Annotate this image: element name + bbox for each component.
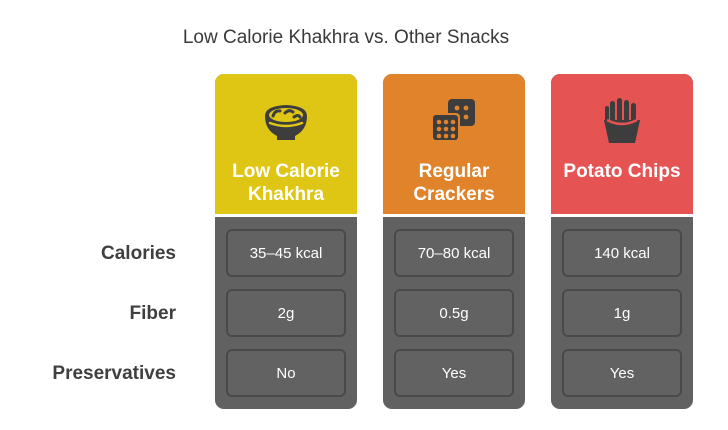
value-cell-preservatives: Yes [562, 349, 682, 397]
value-cell-fiber: 2g [226, 289, 346, 337]
row-label-fiber: Fiber [130, 303, 176, 325]
column-header: Low Calorie Khakhra [215, 74, 357, 217]
column-name: Potato Chips [555, 160, 689, 183]
fries-icon [597, 96, 647, 146]
column-header: Potato Chips [551, 74, 693, 217]
value-cell-preservatives: Yes [394, 349, 514, 397]
snack-bowl-icon [261, 96, 311, 146]
value-cell-calories: 140 kcal [562, 229, 682, 277]
column-name-line-1: Regular [387, 160, 521, 183]
column-header: Regular Crackers [383, 74, 525, 217]
column-name-line-1: Low Calorie [219, 160, 353, 183]
diagram-title: Low Calorie Khakhra vs. Other Snacks [0, 27, 692, 49]
column-potato-chips: Potato Chips 140 kcal 1g Yes [551, 74, 693, 409]
column-name: Regular Crackers [387, 160, 521, 206]
value-cell-calories: 35–45 kcal [226, 229, 346, 277]
value-cell-preservatives: No [226, 349, 346, 397]
crackers-icon [429, 96, 479, 146]
column-name-line-2: Khakhra [219, 183, 353, 206]
column-name-line-1: Potato Chips [555, 160, 689, 183]
column-low-calorie-khakhra: Low Calorie Khakhra 35–45 kcal 2g No [215, 74, 357, 409]
value-cell-fiber: 1g [562, 289, 682, 337]
row-label-calories: Calories [101, 243, 176, 265]
value-cell-fiber: 0.5g [394, 289, 514, 337]
column-name-line-2: Crackers [387, 183, 521, 206]
column-regular-crackers: Regular Crackers 70–80 kcal 0.5g Yes [383, 74, 525, 409]
row-label-preservatives: Preservatives [52, 363, 176, 385]
value-cell-calories: 70–80 kcal [394, 229, 514, 277]
column-name: Low Calorie Khakhra [219, 160, 353, 206]
